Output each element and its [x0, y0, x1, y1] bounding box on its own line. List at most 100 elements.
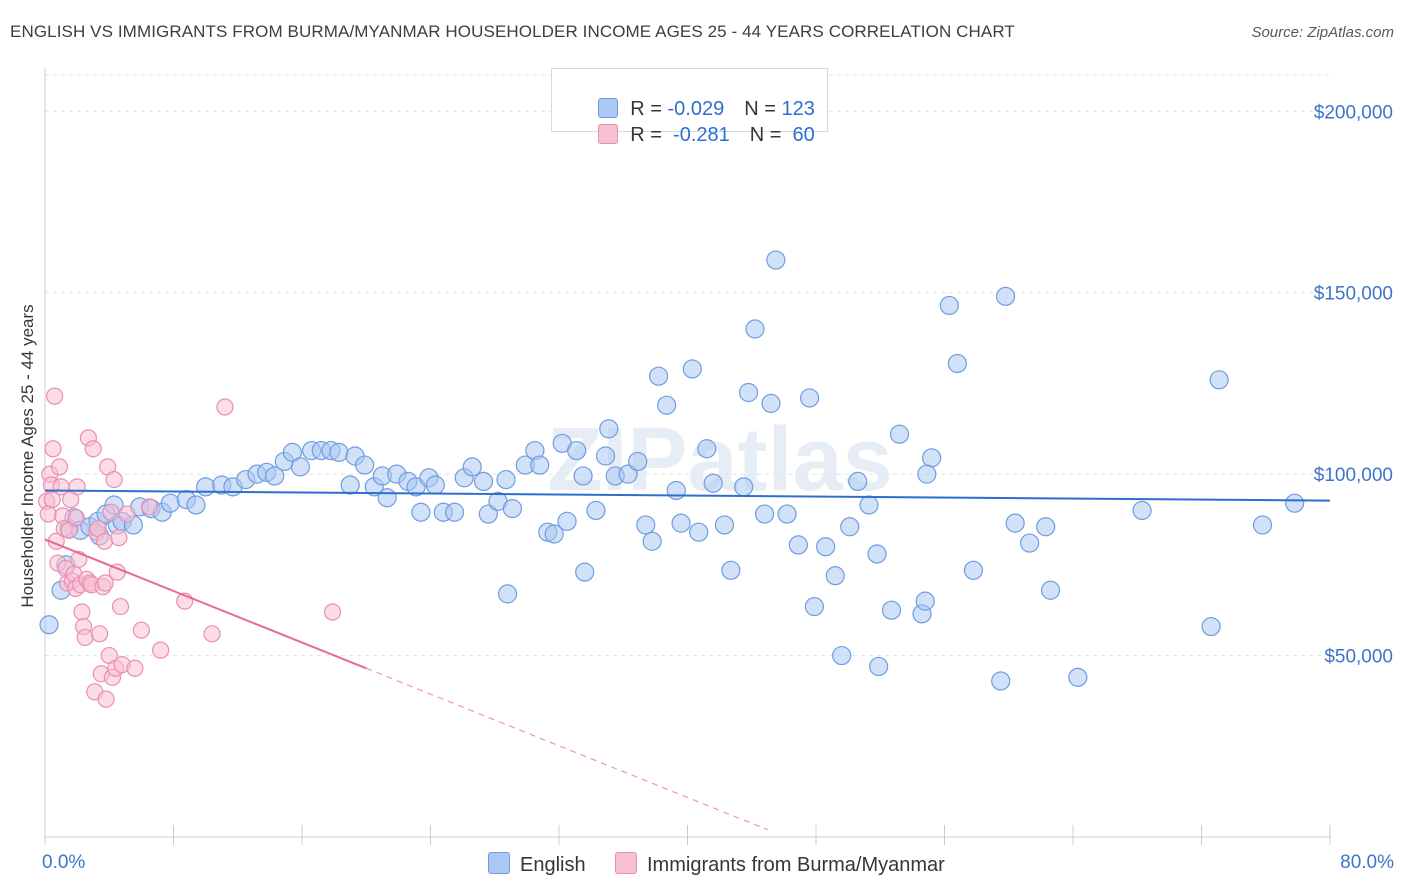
r-value-burma: -0.281 [667, 124, 730, 146]
burma-point [203, 625, 221, 643]
english-point [377, 488, 397, 508]
burma-point [67, 509, 85, 527]
english-point [1068, 667, 1088, 687]
y-tick-label: $100,000 [1314, 465, 1393, 486]
burma-point [126, 659, 144, 677]
chart-title: ENGLISH VS IMMIGRANTS FROM BURMA/MYANMAR… [10, 22, 1015, 41]
legend-swatch-burma [598, 124, 619, 144]
burma-point [73, 603, 91, 621]
english-point [1209, 370, 1229, 390]
english-point [745, 319, 765, 339]
english-point [848, 471, 868, 491]
legend-row-english: R = -0.029 N = 123 [576, 75, 815, 120]
bottom-swatch-burma [615, 852, 637, 874]
english-point [947, 353, 967, 374]
english-point [498, 584, 518, 604]
source-label: Source: ZipAtlas.com [1251, 24, 1394, 41]
english-point [682, 359, 702, 379]
burma-point [39, 505, 57, 523]
english-point [734, 477, 754, 497]
english-point [1040, 580, 1061, 600]
english-point [599, 419, 619, 439]
english-trendline [44, 489, 1331, 502]
english-point [544, 524, 564, 544]
english-point [666, 480, 686, 501]
burma-trendline-extension [366, 667, 769, 831]
burma-point [132, 621, 150, 639]
english-point [721, 560, 741, 580]
y-tick-label: $150,000 [1314, 284, 1393, 305]
english-point [329, 442, 349, 462]
english-point [636, 515, 656, 535]
english-point [995, 286, 1016, 306]
correlation-legend: R = -0.029 N = 123 R = -0.281 N = 60 [551, 68, 828, 146]
burma-point [46, 387, 64, 405]
bottom-swatch-english [488, 852, 510, 874]
english-point [502, 499, 523, 519]
burma-trendline [44, 538, 367, 670]
english-point [1201, 616, 1221, 637]
y-tick-label: $50,000 [1324, 647, 1393, 668]
english-point [575, 562, 595, 582]
english-point [530, 455, 550, 475]
burma-point [44, 440, 62, 458]
english-point [657, 395, 677, 415]
burma-point [110, 529, 128, 547]
english-point [859, 495, 879, 515]
legend-swatch-english [598, 98, 619, 118]
n-label: N = [744, 98, 782, 120]
burma-point [84, 440, 102, 458]
english-point [628, 451, 648, 472]
burma-point [111, 597, 130, 616]
english-point [186, 495, 206, 515]
english-point [889, 424, 910, 444]
english-point [703, 473, 723, 493]
n-value-burma: 60 [787, 124, 815, 146]
english-point [754, 504, 775, 524]
y-axis-label: Householder Income Ages 25 - 44 years [18, 304, 37, 607]
burma-point [95, 532, 114, 550]
english-point [478, 504, 498, 524]
english-point [444, 502, 465, 522]
english-point [1252, 515, 1273, 535]
english-point [777, 504, 797, 524]
english-point [816, 537, 836, 557]
r-label: R = [630, 98, 668, 120]
english-point [1036, 517, 1056, 537]
burma-point [60, 521, 78, 539]
english-point [355, 455, 375, 475]
r-label: R = [630, 124, 668, 146]
english-point [881, 600, 902, 620]
english-point [963, 560, 984, 580]
bottom-legend-label: Immigrants from Burma/Myanmar [647, 854, 945, 876]
bottom-legend-label: English [520, 854, 586, 876]
english-point [766, 250, 786, 270]
r-value-english: -0.029 [667, 98, 725, 120]
english-point [196, 477, 216, 497]
burma-point [216, 398, 234, 416]
english-point [804, 596, 824, 617]
english-point [915, 591, 935, 611]
english-point [496, 469, 516, 490]
burma-point [96, 574, 114, 592]
burma-point [43, 490, 61, 509]
burma-point [50, 458, 69, 476]
x-tick-label-max: 80.0% [1340, 852, 1394, 873]
n-label: N = [749, 124, 787, 146]
english-point [557, 511, 577, 531]
english-point [586, 500, 606, 521]
english-point [1285, 493, 1305, 513]
bottom-legend-burma[interactable]: Immigrants from Burma/Myanmar [615, 852, 945, 877]
english-point [738, 382, 759, 403]
english-point [922, 448, 942, 468]
burma-point [102, 503, 120, 521]
burma-point [105, 470, 123, 489]
bottom-legend-english[interactable]: English [488, 852, 586, 877]
burma-point [91, 625, 109, 643]
english-point [697, 439, 717, 459]
english-point [869, 656, 889, 677]
english-point [265, 466, 285, 486]
english-point [761, 393, 781, 413]
english-point [648, 366, 669, 386]
n-value-english: 123 [781, 98, 815, 120]
